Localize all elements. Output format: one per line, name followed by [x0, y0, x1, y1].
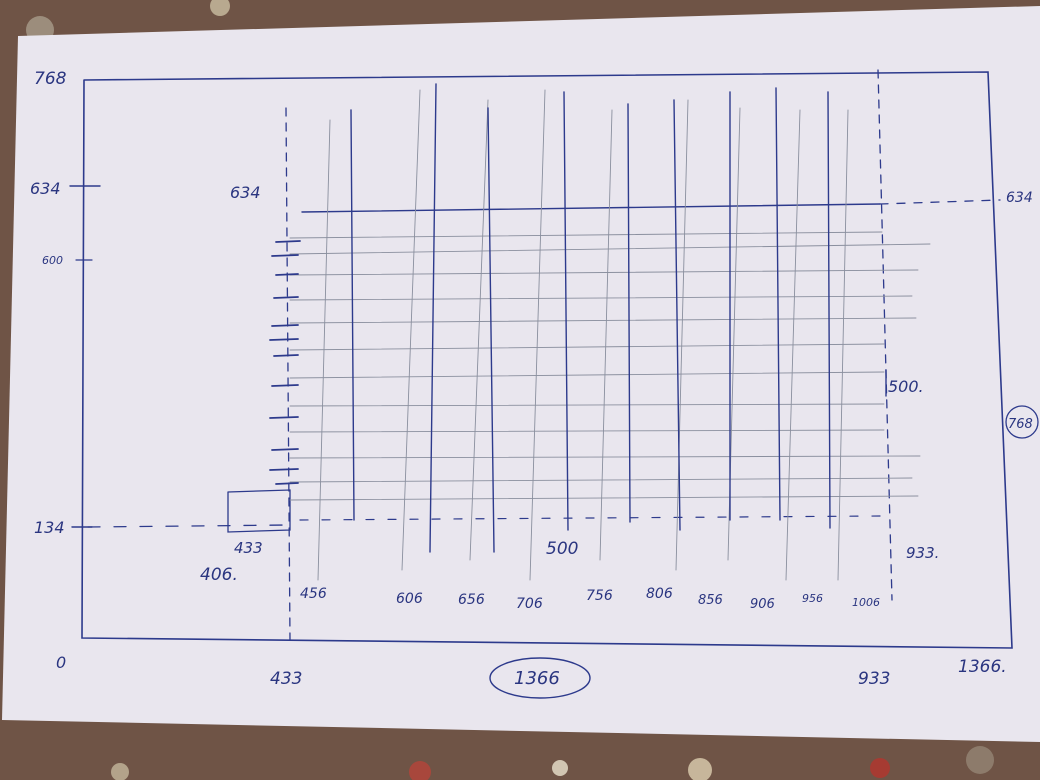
x-tick-label: 456: [300, 586, 327, 602]
label-inner-bottom-left: 406.: [200, 565, 238, 585]
label-y-634-left: 634: [30, 179, 61, 198]
label-inner-bottom-mid: 500: [546, 539, 578, 559]
label-inner-bottom-right: 933.: [906, 544, 939, 562]
x-tick-label: 606: [396, 591, 423, 607]
circle-right: [1005, 405, 1039, 439]
label-x-933: 933: [858, 669, 890, 689]
label-y-134-left: 134: [34, 518, 65, 537]
x-tick-label: 956: [802, 592, 823, 605]
horizontal-grid-lines: [289, 231, 931, 501]
label-outer-bottom-right: 1366.: [958, 657, 1007, 677]
label-inner-corner: 433: [234, 539, 263, 557]
label-y-634-right: 634: [1006, 190, 1033, 206]
x-tick-label: 856: [698, 593, 723, 608]
labels: 768 0 1366. 1366 768 634 634 600 134 634…: [30, 69, 1039, 699]
x-tick-label: 1006: [852, 596, 880, 609]
label-inner-top: 634: [230, 183, 261, 202]
label-outer-bottom-center: 1366: [514, 668, 560, 689]
label-outer-right-circled: 768: [1008, 417, 1033, 432]
vertical-pencil-lines: [317, 89, 849, 581]
x-tick-label: 706: [516, 596, 543, 612]
vertical-ink-lines: [350, 83, 831, 553]
paper-sheet: [2, 6, 1040, 742]
label-x-433: 433: [270, 669, 302, 689]
x-tick-label: 756: [586, 588, 613, 604]
row-tick-marks: [269, 240, 301, 485]
circle-bottom-center: [489, 657, 591, 699]
label-outer-top-left: 768: [34, 69, 67, 89]
label-inner-mid-right: 500.: [888, 377, 924, 396]
outer-frame: [81, 71, 1013, 649]
inner-frame: [87, 69, 1001, 641]
x-tick-label: 656: [458, 592, 485, 608]
x-tick-label: 806: [646, 586, 673, 602]
x-tick-label: 906: [750, 597, 775, 612]
outer-left-ticks: [69, 185, 101, 528]
label-y-600-left: 600: [42, 254, 63, 267]
label-origin: 0: [56, 653, 66, 672]
